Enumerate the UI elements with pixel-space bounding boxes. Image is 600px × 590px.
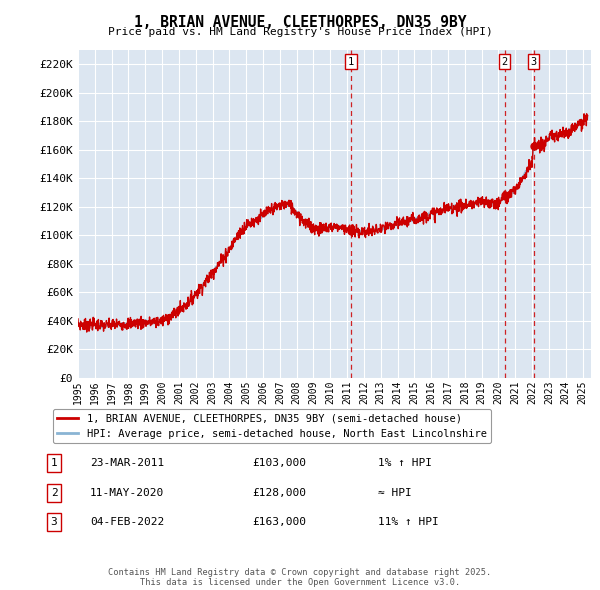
- Text: Price paid vs. HM Land Registry's House Price Index (HPI): Price paid vs. HM Land Registry's House …: [107, 27, 493, 37]
- Text: 1: 1: [50, 458, 58, 468]
- Text: 2: 2: [50, 488, 58, 497]
- Text: 3: 3: [50, 517, 58, 527]
- Text: 2: 2: [502, 57, 508, 67]
- Text: 3: 3: [530, 57, 537, 67]
- Text: Contains HM Land Registry data © Crown copyright and database right 2025.
This d: Contains HM Land Registry data © Crown c…: [109, 568, 491, 587]
- Text: £128,000: £128,000: [252, 488, 306, 497]
- Text: 04-FEB-2022: 04-FEB-2022: [90, 517, 164, 527]
- Text: 11-MAY-2020: 11-MAY-2020: [90, 488, 164, 497]
- Text: 11% ↑ HPI: 11% ↑ HPI: [378, 517, 439, 527]
- Text: £103,000: £103,000: [252, 458, 306, 468]
- Text: ≈ HPI: ≈ HPI: [378, 488, 412, 497]
- Text: 23-MAR-2011: 23-MAR-2011: [90, 458, 164, 468]
- Legend: 1, BRIAN AVENUE, CLEETHORPES, DN35 9BY (semi-detached house), HPI: Average price: 1, BRIAN AVENUE, CLEETHORPES, DN35 9BY (…: [53, 409, 491, 443]
- Text: 1, BRIAN AVENUE, CLEETHORPES, DN35 9BY: 1, BRIAN AVENUE, CLEETHORPES, DN35 9BY: [134, 15, 466, 30]
- Text: £163,000: £163,000: [252, 517, 306, 527]
- Text: 1% ↑ HPI: 1% ↑ HPI: [378, 458, 432, 468]
- Text: 1: 1: [347, 57, 354, 67]
